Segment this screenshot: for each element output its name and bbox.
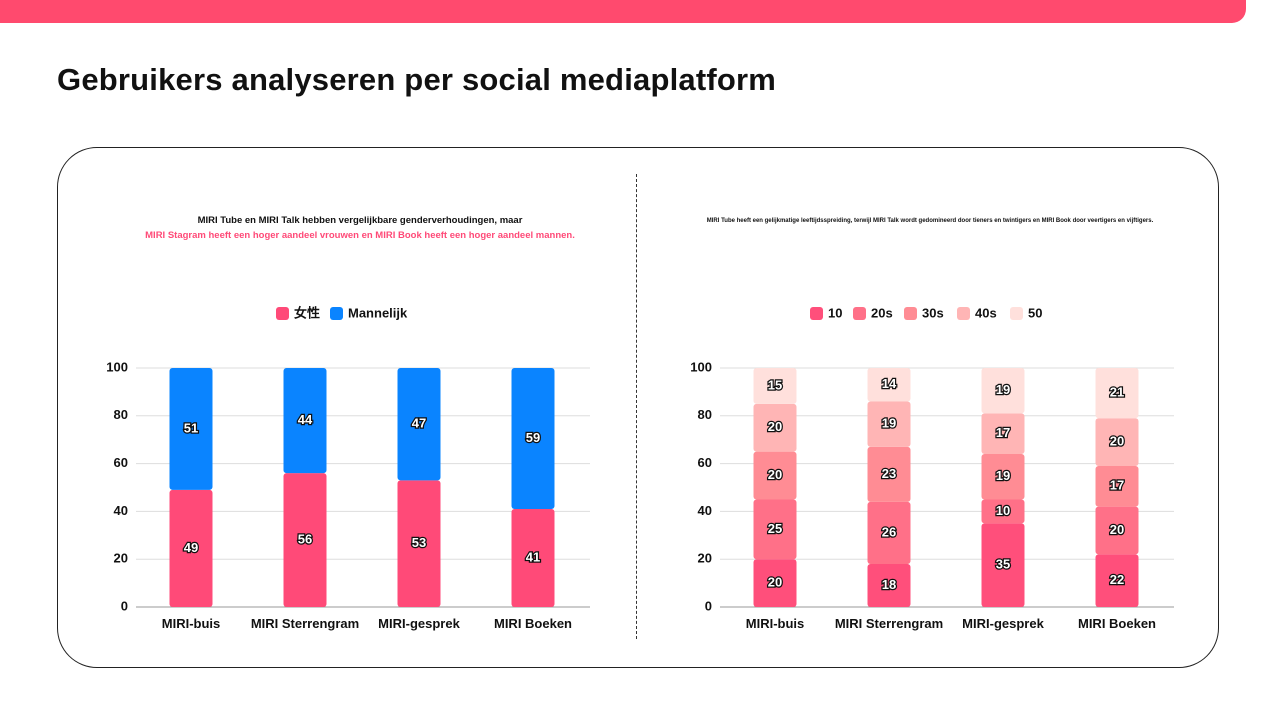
bar-segment bbox=[169, 489, 213, 607]
bar-segment bbox=[283, 368, 327, 474]
legend-swatch bbox=[276, 307, 289, 320]
bar-segment bbox=[1095, 554, 1139, 607]
bar-segment bbox=[981, 499, 1025, 524]
y-tick-label: 60 bbox=[114, 455, 128, 470]
data-label: 56 bbox=[298, 532, 312, 547]
legend-swatch bbox=[810, 307, 823, 320]
legend-swatch bbox=[330, 307, 343, 320]
y-tick-label: 20 bbox=[114, 551, 128, 566]
data-label: 20 bbox=[768, 419, 782, 434]
legend-label: 女性 bbox=[294, 305, 320, 320]
divider bbox=[636, 174, 637, 639]
age-chart-subtitle: MIRI Tube heeft een gelijkmatige leeftij… bbox=[706, 218, 1154, 224]
top-accent-bar bbox=[0, 0, 1246, 23]
bar-segment bbox=[1095, 465, 1139, 507]
data-label: 23 bbox=[882, 466, 896, 481]
y-tick-label: 80 bbox=[114, 407, 128, 422]
data-label: 10 bbox=[996, 503, 1010, 518]
y-tick-label: 40 bbox=[114, 503, 128, 518]
data-label: 21 bbox=[1110, 385, 1124, 400]
x-tick-label: MIRI-buis bbox=[162, 616, 221, 631]
data-label: 51 bbox=[184, 420, 198, 435]
y-tick-label: 0 bbox=[705, 598, 712, 613]
bar-segment bbox=[753, 451, 797, 500]
legend-swatch bbox=[957, 307, 970, 320]
data-label: 20 bbox=[768, 467, 782, 482]
bar-segment bbox=[867, 501, 911, 564]
bar-segment bbox=[867, 368, 911, 402]
bar-segment bbox=[981, 523, 1025, 607]
data-label: 49 bbox=[184, 540, 198, 555]
bar-segment bbox=[511, 368, 555, 510]
subtitle-line-2: MIRI Stagram heeft een hoger aandeel vro… bbox=[145, 230, 575, 241]
x-tick-label: MIRI Sterrengram bbox=[835, 616, 943, 631]
bar-segment bbox=[1095, 506, 1139, 555]
data-label: 17 bbox=[1110, 478, 1124, 493]
legend-label: Mannelijk bbox=[348, 305, 408, 320]
data-label: 14 bbox=[882, 376, 897, 391]
x-tick-label: MIRI Boeken bbox=[1078, 616, 1156, 631]
legend-label: 40s bbox=[975, 305, 997, 320]
legend-label: 10 bbox=[828, 305, 842, 320]
data-label: 19 bbox=[882, 416, 896, 431]
y-tick-label: 100 bbox=[690, 359, 712, 374]
bar-segment bbox=[753, 559, 797, 607]
legend-label: 30s bbox=[922, 305, 944, 320]
bar-segment bbox=[867, 446, 911, 502]
data-label: 20 bbox=[1110, 522, 1124, 537]
x-tick-label: MIRI Boeken bbox=[494, 616, 572, 631]
data-label: 53 bbox=[412, 535, 426, 550]
x-tick-label: MIRI-gesprek bbox=[962, 616, 1044, 631]
bar-segment bbox=[753, 499, 797, 560]
data-label: 59 bbox=[526, 430, 540, 445]
y-tick-label: 20 bbox=[698, 551, 712, 566]
bar-segment bbox=[981, 454, 1025, 500]
bar-segment bbox=[753, 368, 797, 404]
bar-segment bbox=[283, 473, 327, 607]
data-label: 19 bbox=[996, 382, 1010, 397]
data-label: 22 bbox=[1110, 572, 1124, 587]
bar-segment bbox=[1095, 418, 1139, 466]
data-label: 20 bbox=[768, 575, 782, 590]
bar-segment bbox=[511, 509, 555, 607]
data-label: 25 bbox=[768, 521, 782, 536]
x-tick-label: MIRI-buis bbox=[746, 616, 805, 631]
bar-segment bbox=[397, 480, 441, 607]
bar-segment bbox=[1095, 368, 1139, 419]
subtitle-line-1: MIRI Tube en MIRI Talk hebben vergelijkb… bbox=[197, 215, 523, 226]
data-label: 20 bbox=[1110, 434, 1124, 449]
legend-swatch bbox=[904, 307, 917, 320]
data-label: 19 bbox=[996, 468, 1010, 483]
data-label: 35 bbox=[996, 557, 1010, 572]
data-label: 41 bbox=[526, 549, 540, 564]
data-label: 26 bbox=[882, 524, 896, 539]
gender-chart-subtitle: MIRI Tube en MIRI Talk hebben vergelijkb… bbox=[90, 213, 630, 243]
bar-segment bbox=[981, 368, 1025, 414]
legend-label: 50 bbox=[1028, 305, 1042, 320]
legend-swatch bbox=[853, 307, 866, 320]
page-title: Gebruikers analyseren per social mediapl… bbox=[57, 62, 777, 97]
data-label: 44 bbox=[298, 412, 313, 427]
y-tick-label: 0 bbox=[121, 598, 128, 613]
charts-card bbox=[57, 147, 1219, 668]
y-tick-label: 40 bbox=[698, 503, 712, 518]
bar-segment bbox=[867, 401, 911, 447]
bar-segment bbox=[169, 368, 213, 490]
y-tick-label: 100 bbox=[106, 359, 128, 374]
bar-segment bbox=[867, 563, 911, 607]
x-tick-label: MIRI-gesprek bbox=[378, 616, 460, 631]
y-tick-label: 80 bbox=[698, 407, 712, 422]
bar-segment bbox=[981, 413, 1025, 455]
legend-label: 20s bbox=[871, 305, 893, 320]
data-label: 15 bbox=[768, 377, 782, 392]
bar-segment bbox=[753, 403, 797, 452]
data-label: 17 bbox=[996, 425, 1010, 440]
x-tick-label: MIRI Sterrengram bbox=[251, 616, 359, 631]
legend-swatch bbox=[1010, 307, 1023, 320]
bar-segment bbox=[397, 368, 441, 481]
data-label: 47 bbox=[412, 416, 426, 431]
y-tick-label: 60 bbox=[698, 455, 712, 470]
data-label: 18 bbox=[882, 577, 896, 592]
